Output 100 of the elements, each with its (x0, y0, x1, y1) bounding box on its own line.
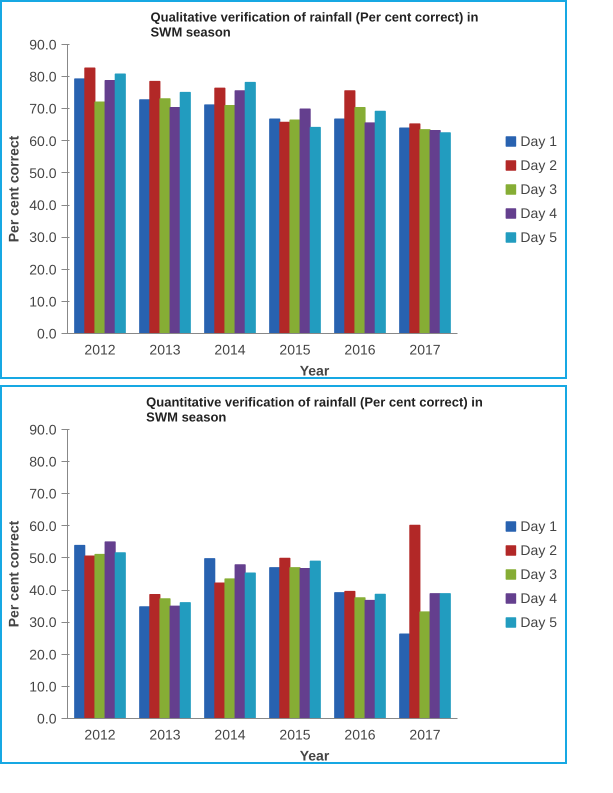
y-tick-label: 40.0 (29, 582, 57, 598)
y-tick-label: 30.0 (29, 229, 57, 246)
bar (399, 127, 410, 334)
bar (419, 129, 431, 334)
legend-label: Day 1 (520, 132, 557, 148)
y-tick-label: 80.0 (29, 454, 57, 470)
y-tick-label: 90.0 (29, 36, 57, 52)
bar (344, 90, 356, 334)
x-axis-title: Year (300, 748, 330, 764)
bar (244, 572, 256, 718)
bar (244, 82, 256, 334)
y-tick-label: 90.0 (29, 422, 57, 438)
bar (310, 560, 321, 718)
bar (279, 558, 290, 718)
legend-label: Day 4 (520, 590, 557, 606)
bar (354, 106, 366, 334)
x-axis-title: Year (300, 362, 330, 378)
y-axis-title: Per cent correct (5, 135, 22, 242)
legend-label: Day 3 (520, 566, 557, 582)
chart-title: Qualitative verification of rainfall (Per cent correct) in SWM season (150, 10, 479, 40)
y-tick-label: 0.0 (37, 326, 57, 342)
bar (84, 67, 96, 334)
legend-label: Day 5 (520, 614, 557, 630)
bar (180, 602, 191, 718)
y-tick-label: 20.0 (29, 646, 57, 662)
bar (289, 119, 301, 334)
y-tick-label: 10.0 (29, 678, 57, 694)
bar (74, 544, 86, 718)
y-tick-label: 60.0 (29, 132, 57, 149)
bar (279, 122, 290, 334)
x-tick-label: 2015 (279, 342, 311, 358)
legend-label: Day 1 (520, 518, 557, 534)
bar (224, 105, 236, 334)
bar (440, 132, 451, 334)
y-tick-label: 50.0 (29, 550, 57, 566)
bar (214, 88, 226, 334)
bar (430, 593, 441, 718)
bar (344, 590, 356, 718)
legend-label: Day 4 (520, 204, 557, 220)
y-tick-label: 50.0 (29, 164, 57, 181)
y-tick-label: 70.0 (29, 486, 57, 502)
bar (310, 126, 321, 334)
legend-label: Day 2 (520, 542, 557, 558)
y-tick-label: 0.0 (37, 710, 57, 726)
x-tick-label: 2014 (214, 726, 246, 742)
bar (94, 101, 106, 334)
bar (104, 541, 116, 718)
x-tick-label: 2014 (214, 342, 246, 358)
bar (374, 594, 386, 718)
bar (409, 524, 420, 718)
legend-label: Day 3 (520, 180, 557, 196)
bar (334, 592, 346, 718)
bar (374, 110, 386, 334)
bar (440, 593, 451, 718)
bar (334, 118, 346, 334)
y-tick-label: 80.0 (29, 68, 57, 85)
bar (204, 104, 216, 334)
bar (170, 606, 181, 718)
y-tick-label: 30.0 (29, 614, 57, 630)
x-tick-label: 2016 (344, 342, 376, 358)
bar (139, 606, 150, 718)
bar (269, 118, 280, 334)
bar (399, 634, 410, 718)
y-tick-label: 40.0 (29, 197, 57, 214)
x-tick-label: 2012 (84, 726, 116, 742)
bar (84, 556, 96, 718)
bar (364, 122, 376, 334)
y-tick-label: 70.0 (29, 100, 57, 117)
bar (104, 80, 116, 334)
bar (180, 92, 191, 334)
bar (269, 567, 280, 718)
bar (149, 80, 160, 334)
bar (114, 552, 126, 718)
bar (234, 90, 246, 334)
y-tick-label: 60.0 (29, 518, 57, 534)
bar (149, 594, 160, 718)
bar (409, 123, 420, 334)
legend-label: Day 2 (520, 156, 557, 172)
bar (300, 568, 311, 718)
bar (139, 99, 150, 334)
chart-title: Quantitative verification of rainfall (Per cent correct) in SWM season (146, 394, 483, 424)
y-tick-label: 20.0 (29, 261, 57, 278)
x-tick-label: 2012 (84, 342, 116, 358)
y-axis-title: Per cent correct (5, 520, 22, 628)
bar (170, 106, 181, 334)
bar (204, 558, 216, 718)
bar (114, 74, 126, 334)
x-tick-label: 2017 (409, 726, 441, 742)
bar (159, 98, 171, 334)
y-tick-label: 10.0 (29, 293, 57, 310)
bar (159, 598, 171, 718)
bar (74, 78, 86, 334)
x-tick-label: 2013 (149, 342, 181, 358)
bar (430, 130, 441, 334)
legend-label: Day 5 (520, 228, 557, 244)
bar (234, 564, 246, 718)
x-tick-label: 2015 (279, 726, 311, 742)
bar (289, 567, 301, 718)
bar (300, 108, 311, 334)
x-tick-label: 2016 (344, 726, 376, 742)
